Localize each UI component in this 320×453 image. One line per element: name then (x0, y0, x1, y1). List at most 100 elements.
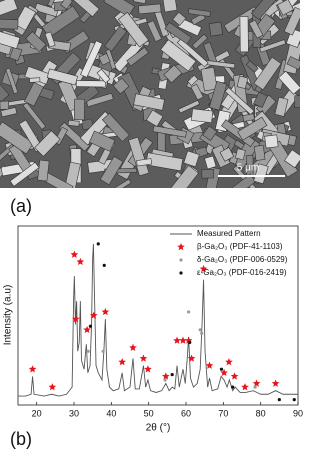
crystal (278, 70, 300, 95)
crystal (133, 93, 165, 111)
x-tick-label: 60 (181, 408, 191, 418)
crystal (0, 18, 19, 30)
legend-label: δ-Ga₂O₃ (PDF-006-0529) (197, 255, 288, 264)
dot-marker (102, 263, 106, 267)
legend-label: Measured Pattern (197, 229, 261, 238)
crystal (112, 77, 130, 95)
crystal (161, 0, 178, 13)
star-marker (48, 383, 57, 391)
crystal (96, 68, 111, 84)
crystal (160, 39, 197, 72)
dot-marker (96, 242, 100, 246)
dot-marker (187, 310, 191, 314)
crystal (264, 134, 279, 149)
crystal (85, 92, 114, 108)
crystal (239, 16, 249, 53)
crystal (187, 8, 211, 17)
x-tick-label: 80 (256, 408, 266, 418)
crystal (80, 40, 103, 78)
x-axis-label: 2θ (°) (146, 423, 171, 434)
star-marker (70, 250, 79, 258)
scale-bar-label: 5 μm (237, 163, 259, 174)
crystal (25, 31, 47, 53)
panel-label: (a) (10, 196, 32, 216)
crystal (237, 116, 268, 141)
crystal (152, 125, 187, 138)
star-marker (230, 372, 239, 380)
y-axis-label: Intensity (a.u) (3, 285, 14, 346)
crystal (88, 130, 116, 152)
crystal (23, 81, 44, 107)
crystal (294, 95, 300, 109)
crystal (0, 82, 10, 103)
plot-frame (17, 225, 299, 406)
star-marker (173, 336, 181, 344)
crystal (224, 87, 255, 116)
crystal (277, 0, 294, 16)
crystal (236, 75, 249, 89)
dot-marker (170, 372, 174, 377)
crystal (200, 66, 218, 92)
crystal (0, 29, 21, 49)
star-marker (225, 358, 233, 366)
crystal (117, 11, 149, 48)
dot-marker (198, 328, 202, 332)
dot-marker (231, 385, 235, 389)
crystal (60, 0, 73, 10)
crystal (0, 0, 18, 20)
crystal (0, 100, 10, 110)
star-marker (101, 307, 110, 316)
crystal (208, 21, 223, 37)
crystal (34, 2, 59, 18)
crystal (253, 91, 268, 108)
crystal (228, 173, 257, 188)
star-marker (199, 264, 208, 273)
crystal (75, 80, 106, 88)
crystal (73, 98, 85, 121)
x-tick-label: 30 (69, 408, 79, 418)
star-marker (129, 343, 137, 351)
dot-marker (253, 385, 257, 389)
dot-marker (277, 398, 281, 402)
crystal (253, 56, 282, 91)
crystal (5, 67, 19, 95)
crystal (99, 155, 124, 186)
crystal (201, 168, 214, 179)
x-tick-label: 40 (106, 408, 116, 418)
star-marker (179, 336, 187, 344)
crystal (204, 155, 217, 170)
crystal (190, 83, 204, 101)
dot-marker (163, 378, 167, 382)
crystal (9, 46, 23, 62)
star-marker (139, 354, 148, 362)
star-marker (144, 365, 152, 373)
crystal (250, 0, 280, 21)
crystal (29, 77, 41, 83)
crystal (101, 112, 130, 143)
crystal (245, 60, 259, 73)
crystal (22, 102, 47, 130)
legend-label: ε-Ga₂O₃ (PDF-016-2419) (197, 268, 287, 277)
crystal (145, 152, 184, 172)
crystal (253, 144, 266, 161)
crystal (172, 11, 187, 26)
crystal (286, 56, 300, 70)
crystal (138, 3, 162, 15)
star-marker (252, 379, 261, 387)
dot-marker (86, 349, 90, 353)
crystal (41, 5, 81, 38)
crystal (46, 68, 78, 86)
crystal (34, 130, 61, 157)
crystal (0, 121, 34, 155)
crystal (133, 0, 147, 4)
crystal (67, 0, 100, 18)
crystal (67, 119, 80, 127)
crystal (202, 125, 218, 142)
star-marker (118, 358, 126, 366)
crystal (283, 6, 300, 36)
star-marker (241, 383, 249, 391)
crystal (0, 143, 16, 171)
dot-marker (88, 324, 93, 328)
crystal (259, 39, 287, 53)
dot-marker (200, 331, 204, 335)
